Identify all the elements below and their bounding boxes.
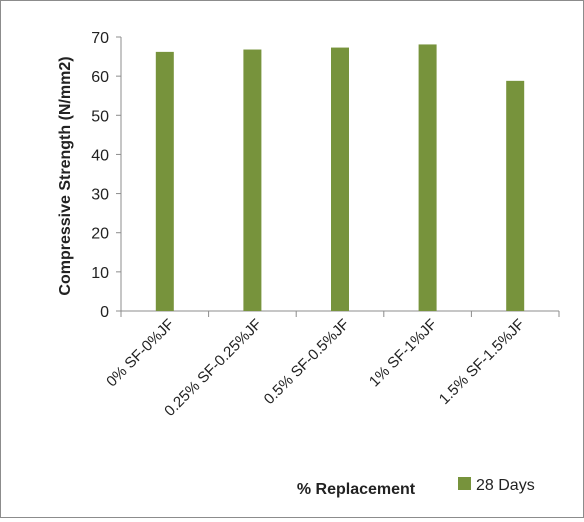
y-tick-label: 40 bbox=[91, 147, 109, 164]
x-tick-label: 1.5% SF-1.5%JF bbox=[436, 316, 528, 408]
y-tick-label: 30 bbox=[91, 187, 109, 204]
bars bbox=[155, 44, 525, 312]
x-tick-label: 1% SF-1%JF bbox=[366, 316, 441, 391]
bar bbox=[418, 44, 437, 312]
legend: 28 Days bbox=[458, 477, 535, 494]
bar bbox=[506, 80, 525, 311]
bar bbox=[155, 51, 174, 311]
y-tick-label: 50 bbox=[91, 108, 109, 125]
y-tick-label: 10 bbox=[91, 265, 109, 282]
x-tick-label: 0% SF-0%JF bbox=[103, 316, 178, 391]
x-tick-labels: 0% SF-0%JF0.25% SF-0.25%JF0.5% SF-0.5%JF… bbox=[103, 316, 528, 420]
y-tick-label: 60 bbox=[91, 69, 109, 86]
x-axis-title: % Replacement bbox=[297, 481, 416, 498]
x-tick-label: 0.5% SF-0.5%JF bbox=[261, 316, 353, 408]
legend-swatch bbox=[458, 477, 471, 490]
y-tick-label: 0 bbox=[100, 304, 109, 321]
x-tick-label: 0.25% SF-0.25%JF bbox=[161, 316, 265, 420]
y-axis: 0 10 20 30 40 50 60 70 bbox=[91, 30, 122, 321]
bar bbox=[243, 49, 262, 311]
bar bbox=[331, 47, 349, 311]
y-tick-label: 70 bbox=[91, 30, 109, 47]
y-tick-label: 20 bbox=[91, 226, 109, 243]
legend-label: 28 Days bbox=[476, 477, 535, 494]
y-axis-title: Compressive Strength (N/mm2) bbox=[57, 56, 74, 295]
